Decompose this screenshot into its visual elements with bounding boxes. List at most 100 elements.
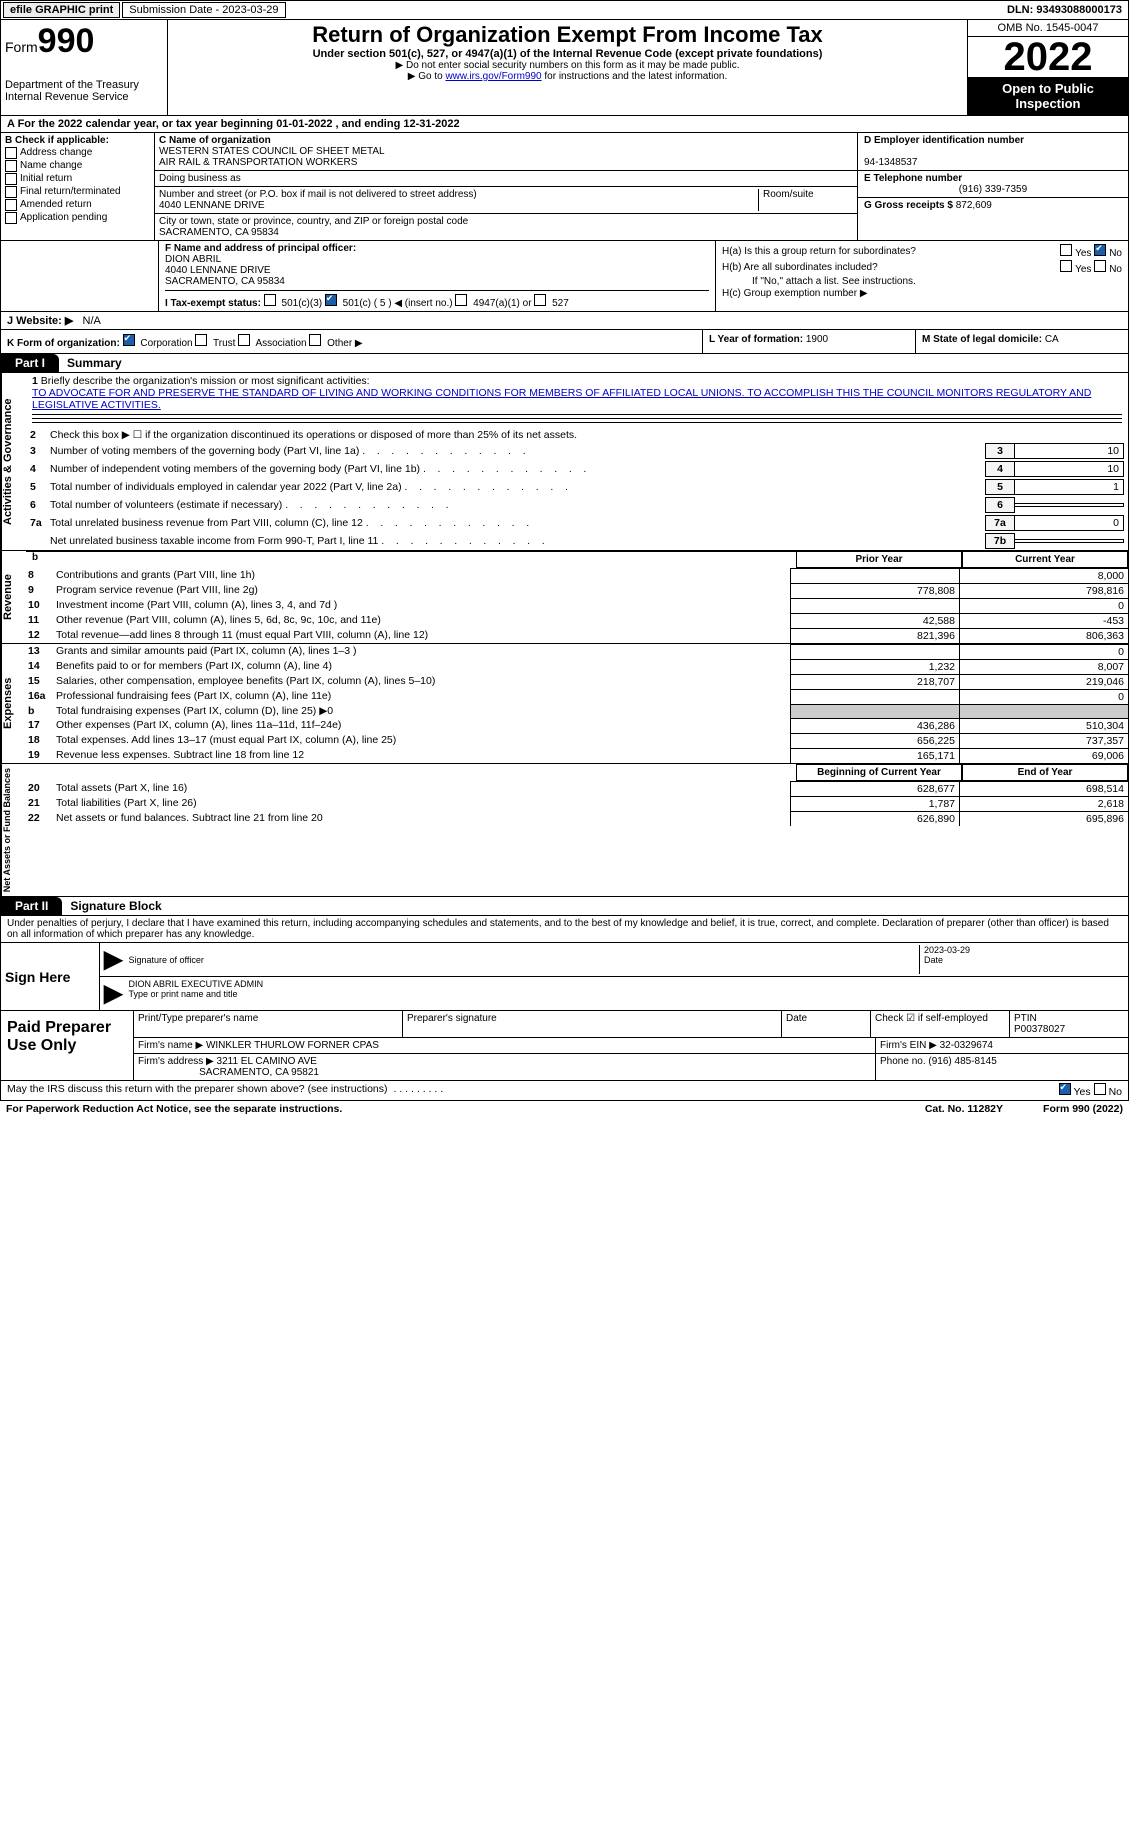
gross-receipts-value: 872,609 <box>956 200 992 211</box>
table-row: 11Other revenue (Part VIII, column (A), … <box>26 613 1128 628</box>
table-row: 9Program service revenue (Part VIII, lin… <box>26 583 1128 598</box>
dba-label: Doing business as <box>159 173 241 184</box>
footer-row: For Paperwork Reduction Act Notice, see … <box>0 1101 1129 1117</box>
b-header: B Check if applicable: <box>5 135 150 146</box>
summary-line-3: 3Number of voting members of the governi… <box>26 442 1128 460</box>
chk-app-pending[interactable] <box>5 212 17 224</box>
c-name-label: C Name of organization <box>159 135 271 146</box>
chk-other[interactable] <box>309 334 321 346</box>
efile-print-button[interactable]: efile GRAPHIC print <box>3 2 120 18</box>
prep-self-employed: Check ☑ if self-employed <box>871 1011 1010 1037</box>
col-c: C Name of organization WESTERN STATES CO… <box>155 133 858 240</box>
table-row: 22Net assets or fund balances. Subtract … <box>26 811 1128 826</box>
table-row: 15Salaries, other compensation, employee… <box>26 674 1128 689</box>
part2-header: Part II Signature Block <box>0 897 1129 916</box>
chk-ha-yes[interactable] <box>1060 244 1072 256</box>
table-row: 19Revenue less expenses. Subtract line 1… <box>26 748 1128 763</box>
chk-corp[interactable] <box>123 334 135 346</box>
chk-amended[interactable] <box>5 199 17 211</box>
chk-trust[interactable] <box>195 334 207 346</box>
row-j: J Website: ▶ N/A <box>0 312 1129 330</box>
part1-tab: Part I <box>1 354 59 372</box>
dln: DLN: 93493088000173 <box>1007 4 1128 16</box>
firm-ein: 32-0329674 <box>940 1040 993 1051</box>
irs-label: Internal Revenue Service <box>5 91 163 103</box>
summary-line-6: 6Total number of volunteers (estimate if… <box>26 496 1128 514</box>
chk-527[interactable] <box>534 294 546 306</box>
part1-activities: Activities & Governance 1 Briefly descri… <box>0 373 1129 551</box>
chk-501c[interactable] <box>325 294 337 306</box>
ptin-value: P00378027 <box>1014 1024 1065 1035</box>
mission-text[interactable]: TO ADVOCATE FOR AND PRESERVE THE STANDAR… <box>32 387 1122 411</box>
chk-4947[interactable] <box>455 294 467 306</box>
table-row: 16aProfessional fundraising fees (Part I… <box>26 689 1128 704</box>
arrow-icon: ▶ <box>104 979 122 1008</box>
chk-assoc[interactable] <box>238 334 250 346</box>
tax-year: 2022 <box>968 37 1128 77</box>
part1-expenses: Expenses 13Grants and similar amounts pa… <box>0 644 1129 764</box>
table-row: 13Grants and similar amounts paid (Part … <box>26 644 1128 659</box>
chk-discuss-yes[interactable] <box>1059 1083 1071 1095</box>
sig-officer-label: Signature of officer <box>128 955 203 965</box>
table-row: 18Total expenses. Add lines 13–17 (must … <box>26 733 1128 748</box>
form-number: Form990 <box>5 22 163 61</box>
officer-addr: 4040 LENNANE DRIVE <box>165 265 709 276</box>
irs-link[interactable]: www.irs.gov/Form990 <box>445 71 541 82</box>
col-d-e-g: D Employer identification number 94-1348… <box>858 133 1128 240</box>
col-b: B Check if applicable: Address change Na… <box>1 133 155 240</box>
chk-name-change[interactable] <box>5 160 17 172</box>
chk-501c3[interactable] <box>264 294 276 306</box>
chk-initial-return[interactable] <box>5 173 17 185</box>
summary-line-7b: Net unrelated business taxable income fr… <box>26 532 1128 550</box>
org-city: SACRAMENTO, CA 95834 <box>159 227 279 238</box>
table-row: 8Contributions and grants (Part VIII, li… <box>26 568 1128 583</box>
chk-hb-yes[interactable] <box>1060 260 1072 272</box>
hc-label: H(c) Group exemption number ▶ <box>722 288 868 299</box>
submission-date: Submission Date - 2023-03-29 <box>122 2 285 18</box>
part1-title: Summary <box>59 354 130 372</box>
pra-notice: For Paperwork Reduction Act Notice, see … <box>6 1103 342 1115</box>
part1-netassets: Net Assets or Fund Balances Beginning of… <box>0 764 1129 897</box>
signature-block: Under penalties of perjury, I declare th… <box>0 916 1129 1011</box>
table-row: 14Benefits paid to or for members (Part … <box>26 659 1128 674</box>
side-revenue: Revenue <box>1 551 26 643</box>
paid-preparer-block: Paid Preparer Use Only Print/Type prepar… <box>0 1011 1129 1081</box>
chk-hb-no[interactable] <box>1094 260 1106 272</box>
chk-discuss-no[interactable] <box>1094 1083 1106 1095</box>
table-row: 12Total revenue—add lines 8 through 11 (… <box>26 628 1128 643</box>
side-expenses: Expenses <box>1 644 26 763</box>
ein-label: D Employer identification number <box>864 135 1024 146</box>
hdr-current-year: Current Year <box>962 551 1128 568</box>
l1-label: Briefly describe the organization's miss… <box>41 375 370 387</box>
side-activities-governance: Activities & Governance <box>1 373 26 550</box>
firm-addr2: SACRAMENTO, CA 95821 <box>199 1067 319 1078</box>
part2-tab: Part II <box>1 897 62 915</box>
l-label: L Year of formation: <box>709 334 803 345</box>
city-label: City or town, state or province, country… <box>159 216 468 227</box>
paid-preparer-label: Paid Preparer Use Only <box>1 1011 134 1080</box>
f-label: F Name and address of principal officer: <box>165 243 709 254</box>
table-row: 20Total assets (Part X, line 16)628,6776… <box>26 781 1128 796</box>
discuss-text: May the IRS discuss this return with the… <box>7 1083 388 1098</box>
section-b-c-d-e: B Check if applicable: Address change Na… <box>0 133 1129 241</box>
chk-address-change[interactable] <box>5 147 17 159</box>
top-bar: efile GRAPHIC print Submission Date - 20… <box>0 0 1129 20</box>
table-row: 21Total liabilities (Part X, line 26)1,7… <box>26 796 1128 811</box>
form-footer: Form 990 (2022) <box>1043 1103 1123 1115</box>
chk-ha-no[interactable] <box>1094 244 1106 256</box>
m-label: M State of legal domicile: <box>922 334 1042 345</box>
date-label: Date <box>924 955 943 965</box>
form-subtitle: Under section 501(c), 527, or 4947(a)(1)… <box>172 48 963 60</box>
chk-final-return[interactable] <box>5 186 17 198</box>
hdr-beginning: Beginning of Current Year <box>796 764 962 781</box>
gross-receipts-label: G Gross receipts $ <box>864 200 953 211</box>
m-value: CA <box>1045 334 1059 345</box>
prep-name-label: Print/Type preparer's name <box>134 1011 403 1037</box>
hb-label: H(b) Are all subordinates included? <box>722 262 878 273</box>
cat-no: Cat. No. 11282Y <box>925 1103 1003 1115</box>
hb-note: If "No," attach a list. See instructions… <box>752 276 916 287</box>
firm-addr1: 3211 EL CAMINO AVE <box>217 1056 317 1067</box>
ha-label: H(a) Is this a group return for subordin… <box>722 246 916 257</box>
table-row: bTotal fundraising expenses (Part IX, co… <box>26 704 1128 718</box>
firm-ein-label: Firm's EIN ▶ <box>880 1040 937 1051</box>
